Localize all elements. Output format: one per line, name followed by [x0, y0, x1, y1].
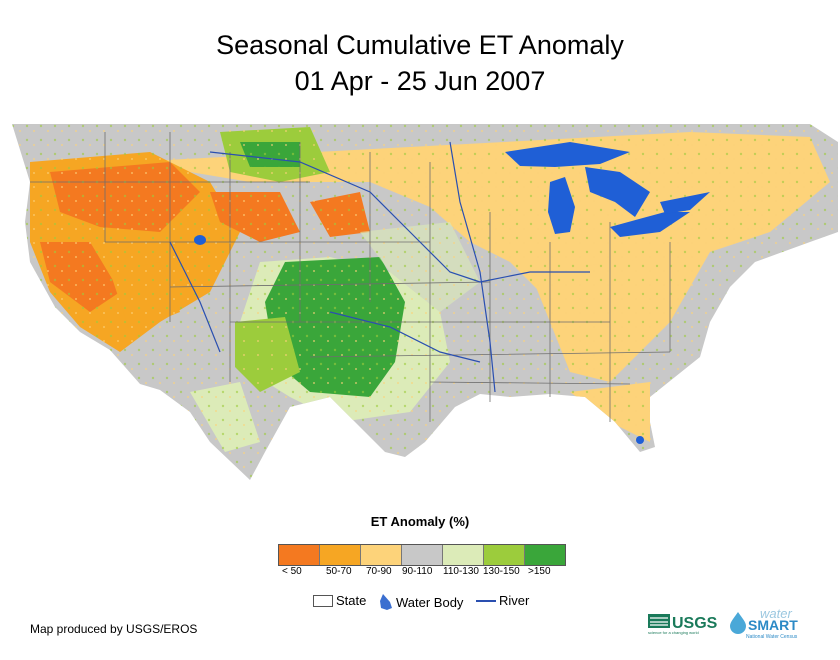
legend-label: 110-130	[443, 566, 479, 577]
river-network	[169, 141, 590, 393]
svg-text:National Water Census: National Water Census	[746, 634, 798, 640]
legend-label: 70-90	[366, 566, 392, 577]
svg-text:water: water	[760, 606, 792, 621]
map-title: Seasonal Cumulative ET Anomaly	[216, 30, 624, 60]
legend-label: 90-110	[402, 566, 433, 577]
legend-swatch	[525, 545, 565, 565]
legend-state-item: State	[313, 593, 366, 608]
map-credit: Map produced by USGS/EROS	[30, 622, 198, 636]
legend-river-label: River	[499, 593, 530, 608]
svg-text:SMART: SMART	[748, 617, 798, 633]
water-drop-icon	[380, 594, 392, 610]
legend-river-item: River	[476, 593, 529, 608]
legend-swatch	[320, 545, 361, 565]
svg-text:science for a changing world: science for a changing world	[648, 630, 699, 635]
map-date-range: 01 Apr - 25 Jun 2007	[294, 66, 546, 96]
us-et-anomaly-map	[12, 124, 838, 480]
legend-label: 50-70	[326, 566, 352, 577]
usgs-logo: USGS science for a changing world	[648, 614, 718, 635]
svg-text:USGS: USGS	[672, 615, 718, 632]
legend-label: >150	[528, 566, 551, 577]
legend-state-label: State	[336, 593, 367, 608]
legend-title: ET Anomaly (%)	[370, 514, 470, 529]
state-boundaries	[30, 132, 671, 422]
state-box-icon	[313, 594, 333, 607]
legend-swatch	[443, 545, 484, 565]
legend-label: 130-150	[483, 566, 520, 577]
river-line-icon	[476, 599, 496, 602]
legend-water-label: Water Body	[396, 594, 464, 610]
legend-label: < 50	[282, 566, 302, 577]
agency-logos: USGS science for a changing world water …	[648, 606, 798, 640]
legend-color-bar	[278, 544, 566, 566]
water-bodies	[194, 142, 710, 444]
legend-water-item: Water Body	[378, 593, 463, 611]
legend-swatch	[279, 545, 320, 565]
anomaly-raster	[12, 124, 838, 480]
watersmart-logo: water SMART National Water Census	[730, 606, 798, 640]
legend-swatch	[361, 545, 402, 565]
legend-swatch	[402, 545, 443, 565]
legend-swatch	[484, 545, 525, 565]
